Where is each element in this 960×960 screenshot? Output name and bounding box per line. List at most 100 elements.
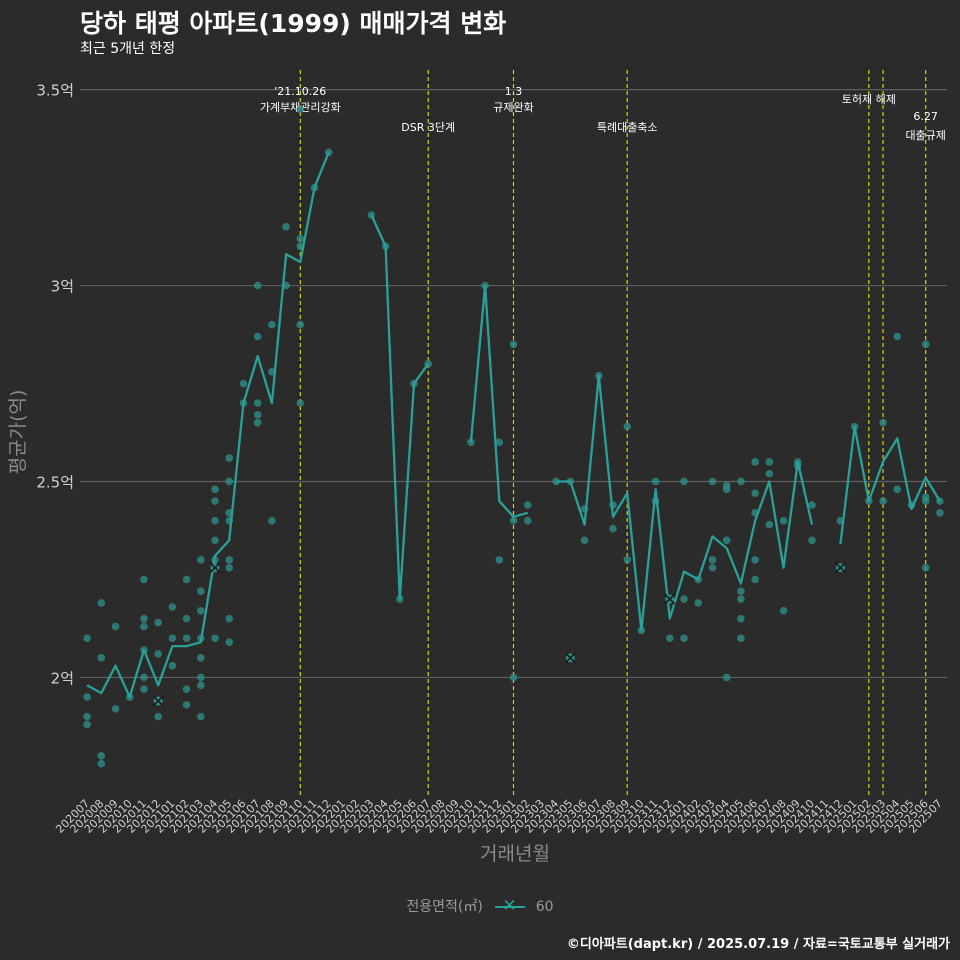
transaction-point bbox=[893, 485, 902, 494]
event-label: 대출규제 bbox=[905, 129, 945, 142]
transaction-point bbox=[808, 501, 816, 509]
transaction-point bbox=[296, 105, 305, 113]
transaction-point bbox=[239, 379, 248, 388]
transaction-point bbox=[111, 622, 120, 631]
transaction-point bbox=[83, 720, 91, 729]
transaction-point bbox=[651, 477, 660, 486]
transaction-point bbox=[225, 477, 234, 486]
source-caption: ©디아파트(dapt.kr) / 2025.07.19 / 자료=국토교통부 실… bbox=[566, 937, 950, 952]
transaction-point bbox=[708, 477, 717, 486]
transaction-point bbox=[296, 234, 305, 243]
transaction-point bbox=[140, 614, 148, 623]
y-axis-title: 평균가(억) bbox=[7, 390, 29, 475]
transaction-point bbox=[523, 501, 532, 509]
transaction-point bbox=[680, 595, 688, 603]
transaction-point bbox=[737, 614, 745, 623]
transaction-point bbox=[197, 681, 205, 690]
transaction-point bbox=[722, 673, 731, 682]
transaction-point bbox=[921, 563, 930, 572]
cancelled-x-mark bbox=[564, 652, 576, 664]
transaction-point bbox=[182, 634, 191, 643]
transaction-point bbox=[253, 418, 262, 427]
transaction-point bbox=[225, 638, 234, 646]
transaction-point bbox=[268, 516, 276, 525]
transaction-point bbox=[211, 497, 219, 505]
transaction-point bbox=[921, 497, 930, 505]
transaction-point bbox=[751, 575, 759, 584]
average-price-series bbox=[86, 151, 941, 699]
transaction-point bbox=[197, 712, 205, 721]
legend: 전용면적(㎡) ✕ 60 bbox=[0, 896, 960, 916]
series-line-segment bbox=[86, 151, 330, 699]
series-line-segment bbox=[556, 374, 814, 632]
transaction-point bbox=[921, 340, 930, 349]
transaction-point bbox=[509, 516, 518, 525]
event-label: 특례대출축소 bbox=[597, 121, 658, 134]
x-axis-title: 거래년월 bbox=[480, 843, 550, 865]
transaction-point bbox=[737, 634, 745, 643]
transaction-point bbox=[751, 556, 759, 564]
transaction-point bbox=[623, 422, 632, 431]
transaction-point bbox=[83, 693, 91, 701]
transaction-point bbox=[168, 634, 177, 643]
transaction-point bbox=[225, 454, 234, 462]
transaction-point bbox=[879, 497, 887, 505]
transaction-point bbox=[253, 281, 262, 290]
transaction-point bbox=[83, 634, 91, 643]
transaction-point bbox=[680, 634, 688, 643]
transaction-point bbox=[495, 556, 504, 564]
cancelled-x-mark bbox=[664, 593, 676, 605]
transaction-point bbox=[253, 399, 262, 407]
chart-subtitle: 최근 5개년 한정 bbox=[80, 41, 176, 57]
transaction-point bbox=[182, 614, 191, 623]
x-axis: 2020072020082020092020102020112020122021… bbox=[53, 797, 945, 836]
series-line-segment bbox=[469, 284, 529, 518]
transaction-point bbox=[168, 661, 177, 670]
transaction-point bbox=[182, 575, 191, 584]
transaction-point bbox=[197, 673, 205, 682]
transaction-point bbox=[83, 712, 91, 721]
transaction-point bbox=[97, 599, 106, 607]
transaction-point bbox=[182, 685, 191, 693]
transaction-point bbox=[225, 563, 234, 572]
transaction-point bbox=[140, 622, 148, 631]
event-label: 6.27 bbox=[913, 110, 938, 123]
transaction-point bbox=[523, 516, 532, 525]
transaction-point bbox=[282, 222, 290, 231]
cancelled-markers bbox=[152, 562, 846, 707]
transaction-point bbox=[197, 587, 205, 596]
transaction-point bbox=[779, 607, 788, 615]
y-tick-label: 3억 bbox=[51, 278, 74, 296]
transaction-point bbox=[211, 516, 219, 525]
transaction-point bbox=[495, 438, 504, 447]
transaction-point bbox=[509, 340, 518, 349]
event-label: 토허제 해제 bbox=[842, 92, 896, 106]
transaction-point bbox=[140, 685, 148, 693]
transaction-point bbox=[680, 477, 688, 486]
transaction-point bbox=[97, 759, 106, 768]
event-label: 규제완화 bbox=[493, 101, 533, 114]
transaction-point bbox=[623, 556, 632, 564]
transaction-point bbox=[140, 575, 148, 584]
transaction-point bbox=[467, 438, 475, 447]
transaction-point bbox=[97, 654, 106, 662]
transaction-point bbox=[296, 320, 305, 329]
transaction-point bbox=[694, 599, 703, 607]
y-tick-label: 2억 bbox=[51, 669, 74, 687]
transaction-point bbox=[893, 332, 902, 341]
cancelled-x-mark bbox=[834, 562, 846, 574]
transaction-point bbox=[708, 563, 717, 572]
transaction-point bbox=[225, 614, 234, 623]
transaction-point bbox=[211, 485, 219, 494]
transaction-point bbox=[253, 411, 262, 419]
transaction-point bbox=[140, 673, 148, 682]
series-line-segment bbox=[839, 425, 941, 545]
transaction-point bbox=[879, 418, 887, 427]
transaction-point bbox=[154, 650, 162, 658]
y-tick-label: 3.5억 bbox=[36, 82, 74, 100]
transaction-point bbox=[197, 607, 205, 615]
transaction-point bbox=[779, 516, 788, 525]
transaction-point bbox=[197, 556, 205, 564]
transaction-point bbox=[765, 520, 774, 529]
